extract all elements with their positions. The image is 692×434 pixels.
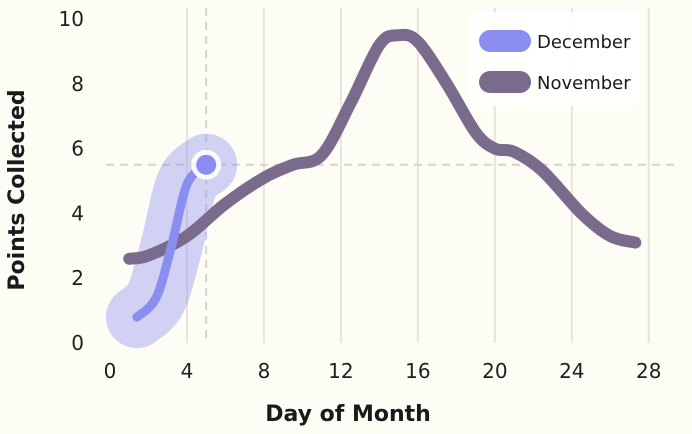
legend-label-december: December [537,32,631,53]
highlight-point [196,154,217,175]
y-tick-label: 10 [59,7,84,31]
y-tick-label: 8 [71,72,84,96]
y-tick-label: 0 [71,331,84,355]
y-tick-label: 4 [71,201,84,225]
x-tick-label: 16 [405,359,430,383]
x-tick-label: 12 [328,359,353,383]
y-tick-label: 6 [71,137,84,161]
x-tick-label: 8 [258,359,271,383]
x-axis-title: Day of Month [265,402,431,427]
series-november-line [123,28,642,265]
x-tick-label: 4 [181,359,194,383]
x-tick-label: 28 [636,359,661,383]
legend-label-november: November [537,73,631,94]
series-december-line [132,160,211,322]
series-layer [105,28,642,349]
x-tick-label: 0 [104,359,117,383]
y-tick-label: 2 [71,266,84,290]
y-axis-title: Points Collected [5,89,30,290]
crosshair [106,8,676,343]
x-tick-label: 20 [482,359,507,383]
x-tick-label: 24 [559,359,584,383]
legend: December November [468,12,640,106]
